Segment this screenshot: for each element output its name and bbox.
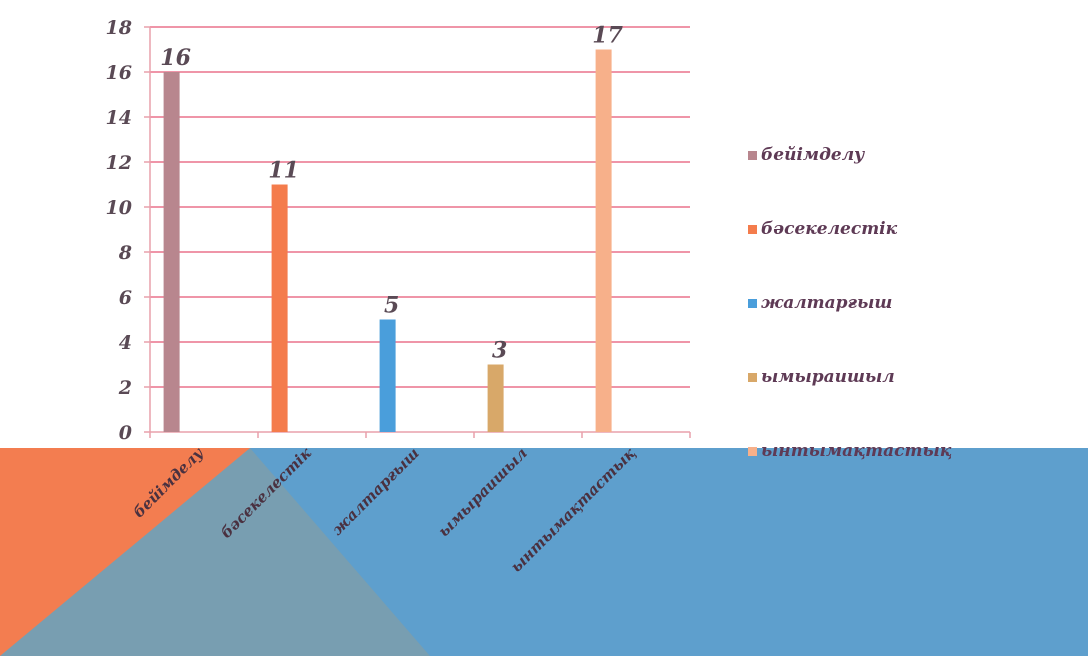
data-labels: 16 11 5 3 17 bbox=[160, 23, 623, 364]
bars bbox=[163, 49, 612, 432]
legend-swatch bbox=[748, 447, 757, 456]
legend-label: бейімделу bbox=[761, 145, 865, 165]
bar bbox=[487, 364, 504, 432]
legend-swatch bbox=[748, 373, 757, 382]
data-label: 3 bbox=[492, 338, 507, 364]
y-tick-label: 6 bbox=[119, 287, 132, 309]
bar bbox=[271, 184, 288, 432]
bar bbox=[163, 72, 180, 432]
legend-label: жалтарғыш bbox=[761, 293, 892, 313]
legend: бейімделу бәсекелестік жалтарғыш ымыраишыл ы… bbox=[748, 145, 952, 461]
y-tick-label: 0 bbox=[119, 422, 132, 444]
y-tick-label: 4 bbox=[119, 332, 132, 354]
legend-label: ынтымақтастық bbox=[761, 441, 952, 461]
y-tick-label: 18 bbox=[106, 17, 132, 39]
legend-swatch bbox=[748, 299, 757, 308]
legend-swatch bbox=[748, 225, 757, 234]
y-tick-label: 14 bbox=[106, 107, 132, 129]
legend-label: бәсекелестік bbox=[761, 219, 898, 239]
data-label: 16 bbox=[160, 45, 191, 71]
y-axis-ticks: 0 2 4 6 8 10 12 14 16 18 bbox=[106, 17, 150, 444]
y-tick-label: 12 bbox=[106, 152, 132, 174]
background-decoration bbox=[0, 448, 1088, 656]
legend-label: ымыраишыл bbox=[761, 367, 895, 387]
legend-swatch bbox=[748, 151, 757, 160]
bar bbox=[379, 319, 396, 432]
orange-triangle bbox=[0, 448, 250, 656]
y-tick-label: 8 bbox=[118, 242, 132, 264]
y-tick-label: 16 bbox=[106, 62, 132, 84]
y-tick-label: 2 bbox=[118, 377, 132, 399]
bar bbox=[595, 49, 612, 432]
y-tick-label: 10 bbox=[106, 197, 132, 219]
data-label: 5 bbox=[384, 293, 399, 319]
data-label: 11 bbox=[268, 158, 299, 184]
data-label: 17 bbox=[592, 23, 623, 49]
